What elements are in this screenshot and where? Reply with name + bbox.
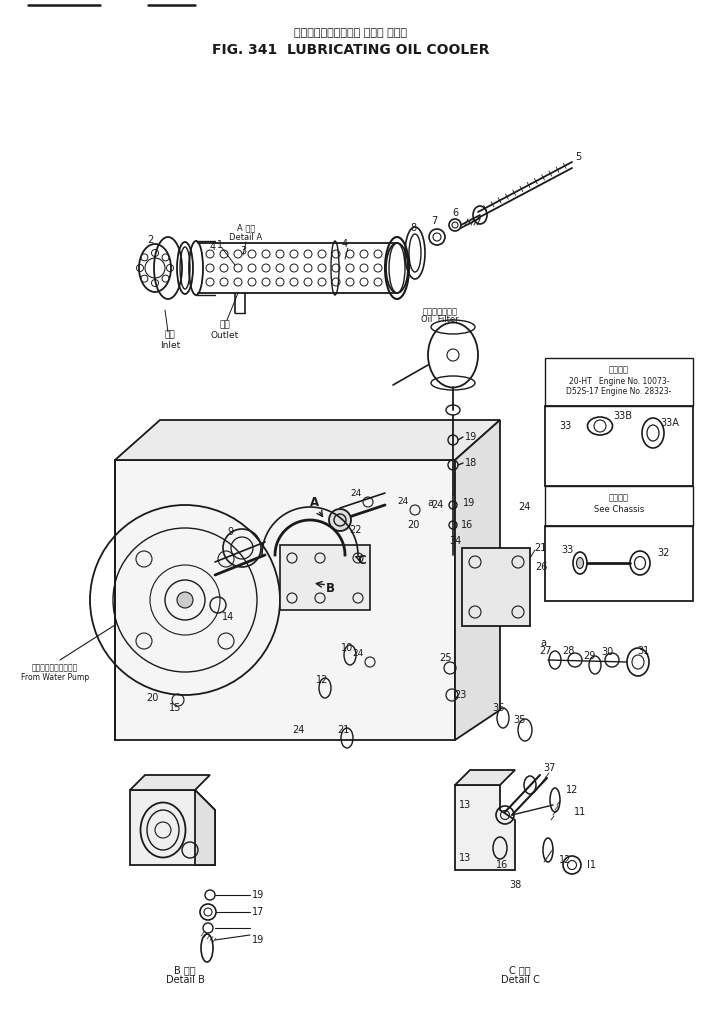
Text: 24: 24: [352, 649, 364, 658]
Text: I1: I1: [588, 860, 597, 870]
Text: 35: 35: [514, 715, 526, 725]
Text: A: A: [310, 497, 319, 510]
Text: 31: 31: [637, 646, 649, 656]
Text: 19: 19: [252, 890, 264, 900]
Text: 19: 19: [252, 935, 264, 945]
Text: 19: 19: [463, 498, 475, 508]
Text: 16: 16: [461, 520, 473, 530]
Text: 8: 8: [410, 223, 416, 233]
Text: 21: 21: [534, 543, 546, 553]
Text: 30: 30: [601, 647, 613, 657]
Text: Oil  Filter: Oil Filter: [421, 315, 459, 325]
Text: 21: 21: [337, 725, 349, 735]
Text: 入口
Inlet: 入口 Inlet: [160, 331, 180, 350]
Text: C: C: [357, 554, 366, 566]
Text: 車体参照: 車体参照: [609, 494, 629, 503]
Text: 33A: 33A: [661, 418, 680, 428]
Text: 9: 9: [227, 527, 233, 537]
Text: See Chassis: See Chassis: [594, 506, 644, 514]
Text: 24: 24: [292, 725, 304, 735]
Text: From Water Pump: From Water Pump: [21, 673, 89, 682]
Text: 19: 19: [465, 432, 477, 442]
Text: フォーターポンプから: フォーターポンプから: [32, 664, 78, 673]
Text: 20: 20: [407, 520, 419, 530]
Text: B 詳細: B 詳細: [174, 965, 196, 975]
Text: Detail C: Detail C: [501, 975, 539, 985]
Text: 13: 13: [459, 853, 471, 863]
Text: 18: 18: [465, 458, 477, 468]
Text: 15: 15: [168, 703, 181, 713]
Text: オイルフィルタ: オイルフィルタ: [423, 307, 458, 316]
Text: B: B: [326, 582, 334, 595]
Text: 12: 12: [316, 675, 329, 685]
Text: 20: 20: [146, 693, 158, 703]
Text: 28: 28: [562, 646, 574, 656]
Polygon shape: [455, 770, 515, 785]
Polygon shape: [115, 420, 500, 460]
Bar: [280, 545, 370, 610]
Text: Detail A: Detail A: [230, 232, 263, 242]
Polygon shape: [455, 785, 515, 870]
Text: 出口
Outlet: 出口 Outlet: [211, 321, 239, 340]
Text: 37: 37: [544, 763, 556, 773]
Text: 22: 22: [349, 525, 362, 535]
Text: D52S-17 Engine No. 28323-: D52S-17 Engine No. 28323-: [567, 387, 672, 396]
Ellipse shape: [576, 557, 583, 568]
Text: 38: 38: [509, 880, 521, 890]
Text: 24: 24: [397, 498, 409, 507]
Text: 14: 14: [222, 612, 234, 622]
Text: 33B: 33B: [614, 411, 633, 421]
Polygon shape: [115, 460, 455, 740]
Text: 25: 25: [439, 653, 451, 663]
Bar: [545, 526, 693, 601]
Text: 11: 11: [574, 807, 586, 817]
Ellipse shape: [329, 509, 351, 531]
Text: 23: 23: [453, 690, 466, 700]
Text: 29: 29: [583, 651, 595, 662]
Bar: [545, 358, 693, 406]
Text: 16: 16: [496, 860, 508, 870]
Text: 10: 10: [341, 643, 353, 653]
Text: a: a: [540, 638, 546, 648]
Text: 24: 24: [350, 489, 362, 499]
Text: 6: 6: [452, 208, 458, 218]
Text: FIG. 341  LUBRICATING OIL COOLER: FIG. 341 LUBRICATING OIL COOLER: [212, 43, 490, 57]
Text: 3: 3: [240, 246, 246, 256]
Text: ルーブリケーティング オイル クーラ: ルーブリケーティング オイル クーラ: [295, 28, 407, 38]
Text: a: a: [427, 498, 433, 508]
Polygon shape: [195, 790, 215, 865]
Circle shape: [177, 592, 193, 608]
Polygon shape: [130, 775, 210, 790]
Text: 34: 34: [449, 536, 461, 546]
Text: 20-HT   Engine No. 10073-: 20-HT Engine No. 10073-: [569, 377, 669, 385]
Text: C 詳細: C 詳細: [509, 965, 531, 975]
Text: 適用番号: 適用番号: [609, 366, 629, 375]
Text: 36: 36: [492, 703, 504, 713]
Text: 4: 4: [342, 239, 348, 249]
Text: 17: 17: [252, 907, 264, 918]
Text: 12: 12: [566, 785, 578, 795]
Text: A 詳細: A 詳細: [237, 223, 256, 232]
Text: 7: 7: [431, 216, 437, 226]
Bar: [545, 406, 693, 486]
Text: 32: 32: [657, 548, 669, 558]
Text: 1: 1: [217, 240, 223, 250]
Text: 26: 26: [535, 562, 547, 572]
Text: 33: 33: [561, 545, 573, 555]
Text: 13: 13: [459, 800, 471, 810]
Text: 24: 24: [431, 500, 443, 510]
Text: 24: 24: [518, 502, 530, 512]
Text: 27: 27: [538, 646, 551, 656]
Text: Detail B: Detail B: [166, 975, 204, 985]
Text: 12: 12: [559, 855, 571, 865]
Bar: [462, 548, 530, 626]
Text: 5: 5: [575, 152, 581, 162]
Text: 4: 4: [210, 242, 216, 252]
Text: 33: 33: [559, 421, 571, 431]
Polygon shape: [455, 420, 500, 740]
Bar: [545, 486, 693, 526]
Polygon shape: [130, 790, 215, 865]
Text: 2: 2: [147, 234, 153, 245]
